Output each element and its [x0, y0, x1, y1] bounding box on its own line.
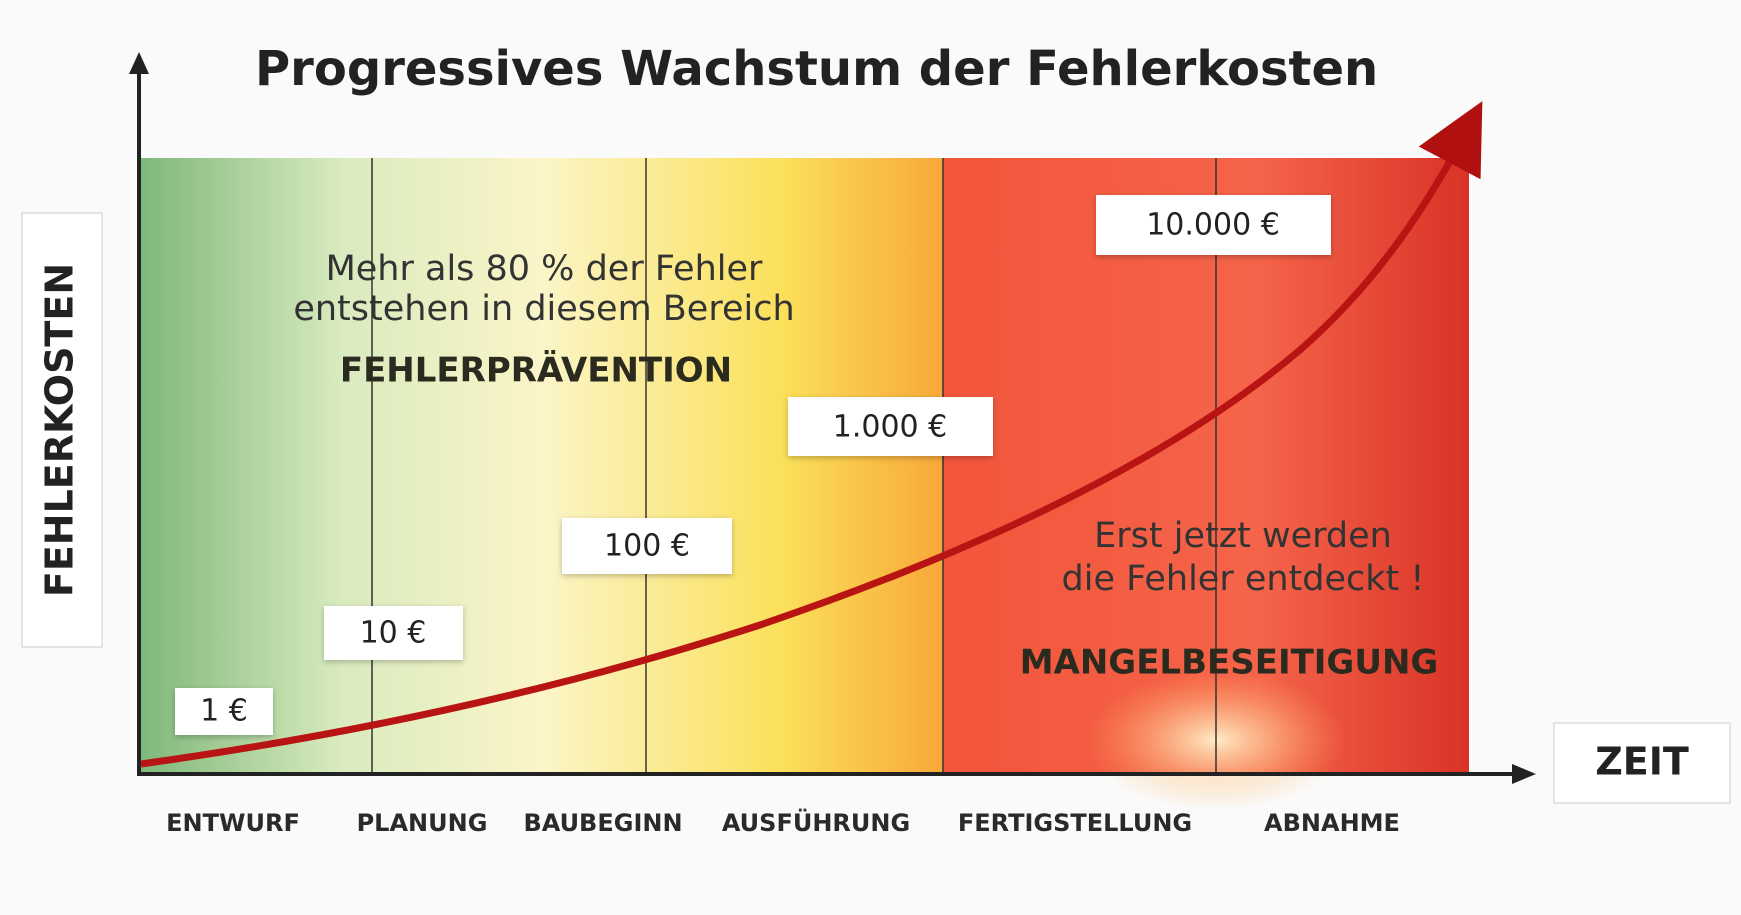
- remediation-note: die Fehler entdeckt !: [1062, 559, 1425, 599]
- phase-label: FERTIGSTELLUNG: [958, 809, 1192, 837]
- phase-label: ABNAHME: [1264, 809, 1400, 837]
- phase-label: PLANUNG: [357, 809, 488, 837]
- cost-curve: [140, 101, 1483, 768]
- cost-box: [324, 606, 463, 660]
- prevention-zone: [141, 158, 943, 774]
- prevention-note: Mehr als 80 % der Fehler: [326, 249, 763, 289]
- phase-label: ENTWURF: [166, 809, 300, 837]
- phase-label: AUSFÜHRUNG: [722, 807, 910, 837]
- cost-box: [788, 397, 993, 456]
- cost-label: 100 €: [604, 529, 690, 564]
- prevention-label: FEHLERPRÄVENTION: [340, 350, 732, 391]
- prevention-note: entstehen in diesem Bereich: [293, 289, 794, 329]
- cost-label: 1.000 €: [833, 410, 948, 445]
- remediation-note: Erst jetzt werden: [1094, 516, 1392, 556]
- y-axis-label: FEHLERKOSTEN: [38, 263, 82, 597]
- x-axis-label: ZEIT: [1595, 740, 1689, 784]
- cost-label: 1 €: [200, 694, 248, 729]
- x-label-box: [1553, 722, 1731, 804]
- axes: [129, 52, 1536, 784]
- cost-label: 10.000 €: [1146, 208, 1280, 243]
- phase-dividers: [371, 158, 1217, 774]
- remediation-label: MANGELBESEITIGUNG: [1020, 643, 1439, 683]
- cost-box: [1096, 195, 1331, 255]
- cost-label: 10 €: [360, 616, 427, 651]
- cost-box: [175, 688, 273, 735]
- phase-label: BAUBEGINN: [523, 809, 682, 837]
- title: Progressives Wachstum der Fehlerkosten: [255, 41, 1378, 97]
- y-label-box: [21, 212, 103, 648]
- cost-box: [562, 518, 732, 574]
